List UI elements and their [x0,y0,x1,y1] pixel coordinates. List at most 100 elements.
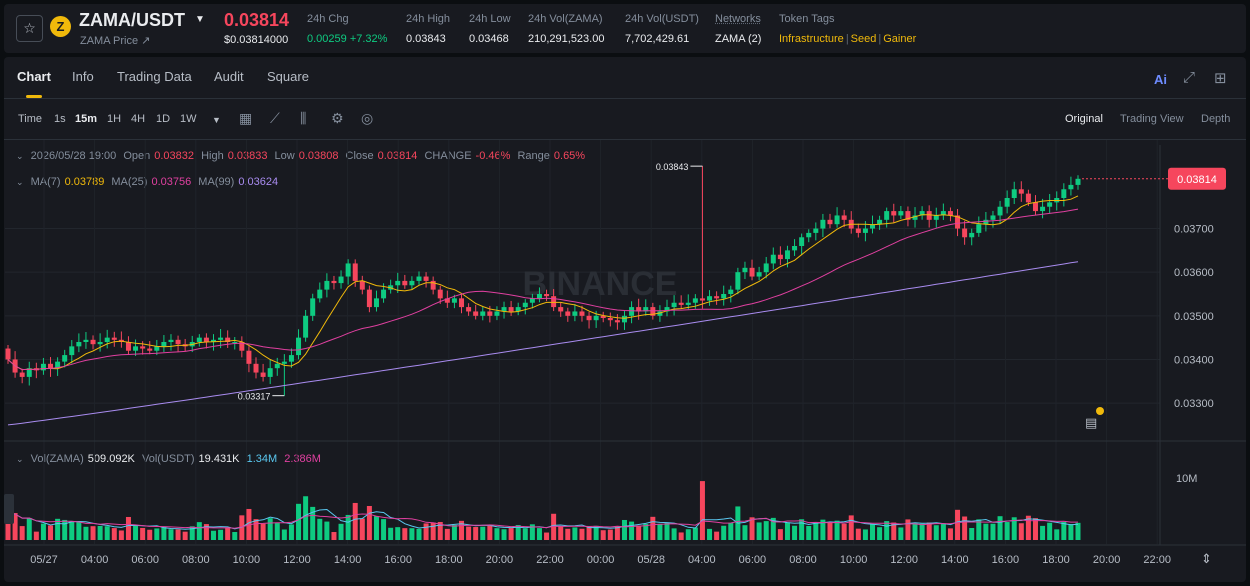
interval-1s[interactable]: 1s [54,113,66,125]
note-icon[interactable]: ▤ [1085,415,1097,430]
volume-bar [862,529,868,540]
chevron-down-icon[interactable]: ▼ [195,14,205,25]
expand-icon[interactable]: ⤢ [1183,69,1196,86]
candle-body [501,307,507,312]
x-tick-label: 14:00 [941,554,969,566]
volume-bar [62,519,68,540]
candle-body [933,215,939,220]
volume-bar [487,525,493,540]
volume-bar [600,530,606,540]
pair-title[interactable]: ZAMA/USDT [79,10,185,30]
tab-info[interactable]: Info [72,69,94,84]
candle-body [5,348,11,360]
volume-bar [5,515,11,540]
x-tick-label: 22:00 [536,554,564,566]
x-tick-label: 22:00 [1143,554,1171,566]
candle-body [721,294,727,299]
volume-bar [692,527,698,540]
interval-4h[interactable]: 4H [131,113,146,125]
star-icon[interactable]: ☆ [16,15,43,42]
ma25-label: MA(25) [111,176,148,188]
target-icon[interactable]: ◎ [361,110,374,126]
volume-bar [359,518,365,540]
candle-body [891,211,897,216]
chevron-down-icon[interactable]: ⌄ [16,151,24,161]
tab-trading-data[interactable]: Trading Data [117,69,192,84]
tab-chart[interactable]: Chart [17,69,51,84]
view-trading-view[interactable]: Trading View [1120,113,1184,125]
grid-icon[interactable]: ⊞ [1214,70,1227,87]
ai-icon[interactable]: Ai [1154,72,1167,87]
pair-price-link[interactable]: ZAMA Price ↗ [80,35,151,47]
calendar-icon[interactable]: ▦ [239,110,253,126]
volume-bar [621,519,627,540]
volume-bar [40,523,46,540]
chevron-down-icon[interactable]: ▼ [212,115,221,125]
indicator-icon[interactable]: ⟋ [270,110,280,126]
volume-bar [877,527,883,540]
volume-bar [770,517,776,540]
candle-body [147,348,153,351]
chevron-down-icon[interactable]: ⌄ [16,177,24,187]
volume-bar [69,521,75,540]
ohlc-high-label: High [201,150,224,162]
active-tab-indicator [26,95,42,98]
view-original[interactable]: Original [1065,113,1103,125]
candle-body [487,311,493,316]
candle-body [621,315,627,323]
candle-body [366,289,372,308]
volume-bar [841,523,847,540]
volume-bar [118,530,124,540]
candle-body [990,215,996,220]
candle-body [48,363,54,369]
tab-square[interactable]: Square [267,69,309,84]
interval-1h[interactable]: 1H [107,113,122,125]
candle-body [1004,198,1010,207]
volume-bar [203,524,209,540]
tag-gainer[interactable]: Gainer [883,33,917,45]
candle-body [281,361,287,364]
chevron-down-icon[interactable]: ⌄ [16,454,24,464]
candle-body [629,307,635,316]
interval-1d[interactable]: 1D [156,113,171,125]
interval-15m[interactable]: 15m [75,113,98,125]
chart-tabs: Chart Info Trading Data Audit Square Ai … [4,57,1246,99]
candle-body [841,215,847,220]
volume-bar [388,527,394,540]
notification-dot [1096,407,1104,415]
volume-bar [799,519,805,540]
view-depth[interactable]: Depth [1201,113,1231,125]
candle-body [267,368,273,377]
candle-body [515,307,521,312]
scale-toggle-icon[interactable]: ⇕ [1201,551,1212,566]
volume-bar [544,532,550,540]
volume-bar [466,526,472,540]
candle-body [940,211,946,216]
candle-body [813,228,819,233]
volume-bar [430,522,436,540]
volume-bar [26,517,32,540]
volume-bar [19,526,25,540]
tag-infrastructure[interactable]: Infrastructure [779,33,844,45]
x-tick-label: 08:00 [182,554,210,566]
stat-value: 7,702,429.61 [625,33,690,45]
chart-settings-icon[interactable]: ⚙ [331,110,344,126]
candle-type-icon[interactable]: ⫼ [300,110,307,126]
interval-1w[interactable]: 1W [180,113,197,125]
stat-networks[interactable]: Networks ZAMA (2) [715,13,761,45]
candle-body [551,296,557,308]
volume-bar [232,531,238,540]
tab-audit[interactable]: Audit [214,69,244,84]
volume-bar [1011,517,1017,540]
volume-bar [614,525,620,540]
volume-bar [90,526,96,540]
candle-body [947,211,953,216]
x-tick-label: 18:00 [435,554,463,566]
volume-bar [76,522,82,540]
volume-bar [657,523,663,540]
candle-body [770,254,776,264]
tag-seed[interactable]: Seed [850,33,877,45]
candle-body [154,346,160,351]
volume-bar [962,516,968,540]
